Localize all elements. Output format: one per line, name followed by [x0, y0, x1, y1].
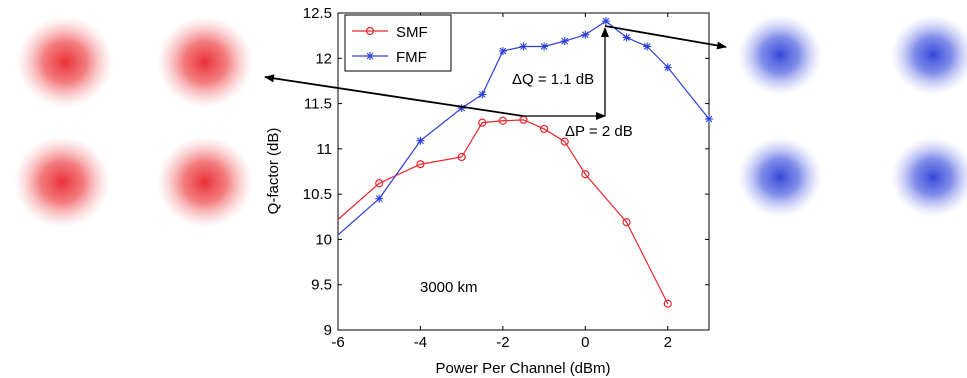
y-tick-label: 9.5: [311, 277, 332, 294]
fmf-constellation-point: [891, 15, 967, 95]
x-tick-label: 0: [581, 334, 589, 351]
delta-p-annotation: ΔP = 2 dB: [565, 123, 633, 140]
smf-constellation-point: [17, 16, 113, 108]
fmf-data-point: [478, 90, 487, 99]
x-tick-label: -2: [496, 334, 509, 351]
legend-fmf-label: FMF: [396, 49, 427, 66]
fmf-data-point: [519, 42, 528, 51]
legend-fmf-marker: [366, 52, 374, 60]
smf-constellation-point: [14, 136, 110, 228]
fmf-data-point: [416, 136, 425, 145]
distance-annotation: 3000 km: [420, 279, 478, 296]
fmf-constellation-point: [738, 137, 822, 217]
smf-data-point: [622, 218, 631, 227]
fmf-data-point: [498, 47, 507, 56]
legend-smf-marker: [365, 26, 375, 36]
y-tick-label: 11.5: [304, 96, 332, 113]
data-series: [337, 17, 713, 308]
legend-box: [344, 14, 452, 72]
smf-constellation-point: [157, 136, 253, 228]
y-tick-label: 11: [316, 141, 332, 158]
y-tick-label: 12: [315, 50, 332, 67]
fmf-data-point: [560, 37, 569, 46]
fmf-data-point: [540, 42, 549, 51]
smf-data-point: [375, 179, 384, 188]
x-axis-label: Power Per Channel (dBm): [435, 360, 610, 377]
smf-data-point: [663, 299, 672, 308]
y-axis-label: Q-factor (dB): [265, 128, 282, 215]
y-tick-label: 10.5: [303, 186, 332, 203]
fmf-pointer-arrow: [604, 25, 727, 50]
fmf-constellation: [738, 15, 967, 217]
fmf-data-point: [705, 114, 713, 123]
smf-data-point: [560, 137, 569, 146]
fmf-constellation-point: [891, 137, 967, 217]
smf-data-point: [498, 116, 507, 125]
x-tick-label: -4: [414, 334, 427, 351]
delta-q-annotation: ΔQ = 1.1 dB: [512, 71, 594, 88]
fmf-data-point: [457, 104, 466, 113]
smf-data-point: [478, 118, 487, 127]
fmf-data-point: [622, 33, 631, 42]
y-tick-label: 12.5: [303, 5, 332, 22]
fmf-data-point: [643, 42, 652, 51]
x-tick-label: 2: [664, 334, 672, 351]
fmf-data-point: [663, 63, 672, 72]
fmf-data-point: [601, 17, 610, 26]
axis-ticks: -6 -4 -2 0 2 9 9.5 10 10.5 11 11.5 12 12.5: [303, 5, 709, 351]
smf-constellation-point: [157, 16, 253, 108]
legend: SMF FMF: [344, 14, 452, 72]
legend-smf-label: SMF: [396, 24, 428, 41]
smf-pointer-arrow: [264, 74, 524, 117]
x-tick-label: -6: [331, 334, 344, 351]
smf-data-point: [540, 124, 549, 134]
smf-data-point: [581, 170, 590, 179]
fmf-constellation-point: [738, 15, 822, 95]
y-tick-label: 10: [315, 231, 332, 248]
fmf-data-point: [581, 30, 590, 39]
fmf-data-point: [375, 194, 384, 203]
y-tick-label: 9: [324, 322, 332, 339]
smf-constellation: [14, 16, 253, 228]
smf-series-line: [337, 119, 669, 305]
smf-data-point: [457, 152, 466, 162]
smf-data-point: [416, 160, 425, 169]
